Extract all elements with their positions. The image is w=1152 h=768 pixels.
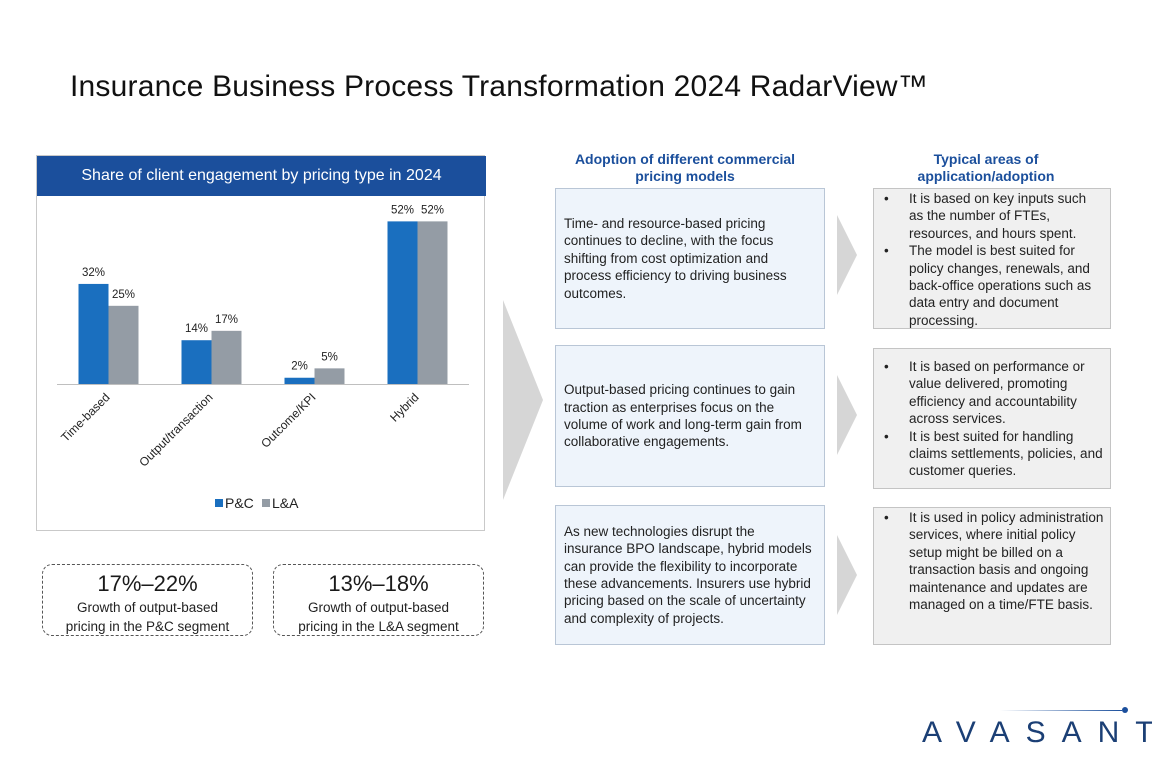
areas-box-time-based: It is based on key inputs such as the nu… xyxy=(873,188,1111,329)
x-tick-label: Outcome/KPI xyxy=(258,390,318,450)
areas-list: It is based on key inputs such as the nu… xyxy=(882,190,1104,329)
heading-line: pricing models xyxy=(635,168,735,184)
page-title: Insurance Business Process Transformatio… xyxy=(70,70,928,103)
stat-caption-line1: Growth of output-based xyxy=(307,600,450,615)
chevron-right-large-icon xyxy=(503,300,543,500)
heading-line: Adoption of different commercial xyxy=(574,151,796,167)
x-tick-label: Time-based xyxy=(58,390,112,444)
bar-la-hybrid xyxy=(417,221,448,384)
bar-pc-output-transaction xyxy=(181,340,212,384)
pricing-bar-chart: 32% 25% Time-based 14% 17% Output/transaction… xyxy=(57,204,469,511)
data-label: 52% xyxy=(391,204,414,216)
data-label: 32% xyxy=(82,267,105,279)
adoption-box-output-based: Output-based pricing continues to gain t… xyxy=(555,345,825,487)
logo-accent-dot xyxy=(1122,707,1128,713)
adoption-box-time-based: Time- and resource-based pricing continu… xyxy=(555,188,825,329)
bar-la-outcome-kpi xyxy=(314,368,345,384)
stat-value: 13%–18% xyxy=(328,571,429,596)
bar-pc-outcome-kpi xyxy=(284,377,315,384)
stat-caption-line2: pricing in the L&A segment xyxy=(298,619,459,634)
data-label: 52% xyxy=(421,204,444,216)
areas-list-item: It is used in policy administration serv… xyxy=(882,509,1104,613)
brand-logo: AVASANT xyxy=(922,716,1152,749)
heading-line: application/adoption xyxy=(917,168,1055,184)
adoption-box-hybrid: As new technologies disrupt the insuranc… xyxy=(555,505,825,645)
chevron-right-icon xyxy=(837,375,857,455)
areas-list: It is used in policy administration serv… xyxy=(882,509,1104,613)
bar-pc-time-based xyxy=(78,283,109,384)
bar-la-time-based xyxy=(108,305,139,384)
adoption-text: As new technologies disrupt the insuranc… xyxy=(564,523,812,626)
stat-value: 17%–22% xyxy=(97,571,198,596)
bar-la-output-transaction xyxy=(211,330,242,384)
areas-list-item: It is based on key inputs such as the nu… xyxy=(882,190,1104,242)
stat-caption-line2: pricing in the P&C segment xyxy=(65,619,230,634)
data-label: 25% xyxy=(112,289,135,301)
legend-label: L&A xyxy=(272,495,299,511)
chevron-right-icon xyxy=(837,215,857,295)
adoption-column-heading: Adoption of different commercial pricing… xyxy=(540,151,830,185)
bar-pc-hybrid xyxy=(387,221,418,384)
heading-line: Typical areas of xyxy=(933,151,1039,167)
adoption-text: Time- and resource-based pricing continu… xyxy=(564,215,787,301)
chevron-right-icon xyxy=(837,535,857,615)
areas-box-output-based: It is based on performance or value deli… xyxy=(873,348,1111,489)
data-label: 14% xyxy=(185,323,208,335)
data-label: 17% xyxy=(215,314,238,326)
legend-swatch xyxy=(215,499,223,507)
logo-accent-line xyxy=(1000,710,1122,711)
legend-label: P&C xyxy=(225,495,254,511)
stat-box-pc: 17%–22% Growth of output-based pricing i… xyxy=(42,564,253,636)
legend-swatch xyxy=(262,499,270,507)
areas-column-heading: Typical areas of application/adoption xyxy=(872,151,1100,185)
chart-panel: 32% 25% Time-based 14% 17% Output/transaction… xyxy=(36,155,486,531)
adoption-text: Output-based pricing continues to gain t… xyxy=(564,382,802,450)
stat-box-la: 13%–18% Growth of output-based pricing i… xyxy=(273,564,484,636)
chart-title: Share of client engagement by pricing ty… xyxy=(37,156,486,196)
data-label: 2% xyxy=(291,361,308,373)
stat-caption-line1: Growth of output-based xyxy=(76,600,219,615)
areas-box-hybrid: It is used in policy administration serv… xyxy=(873,507,1111,645)
x-tick-label: Hybrid xyxy=(387,390,421,424)
areas-list-item: The model is best suited for policy chan… xyxy=(882,242,1104,329)
x-tick-label: Output/transaction xyxy=(136,390,215,469)
areas-list-item: It is best suited for handling claims se… xyxy=(882,428,1104,480)
areas-list: It is based on performance or value deli… xyxy=(882,358,1104,480)
areas-list-item: It is based on performance or value deli… xyxy=(882,358,1104,428)
data-label: 5% xyxy=(321,351,338,363)
